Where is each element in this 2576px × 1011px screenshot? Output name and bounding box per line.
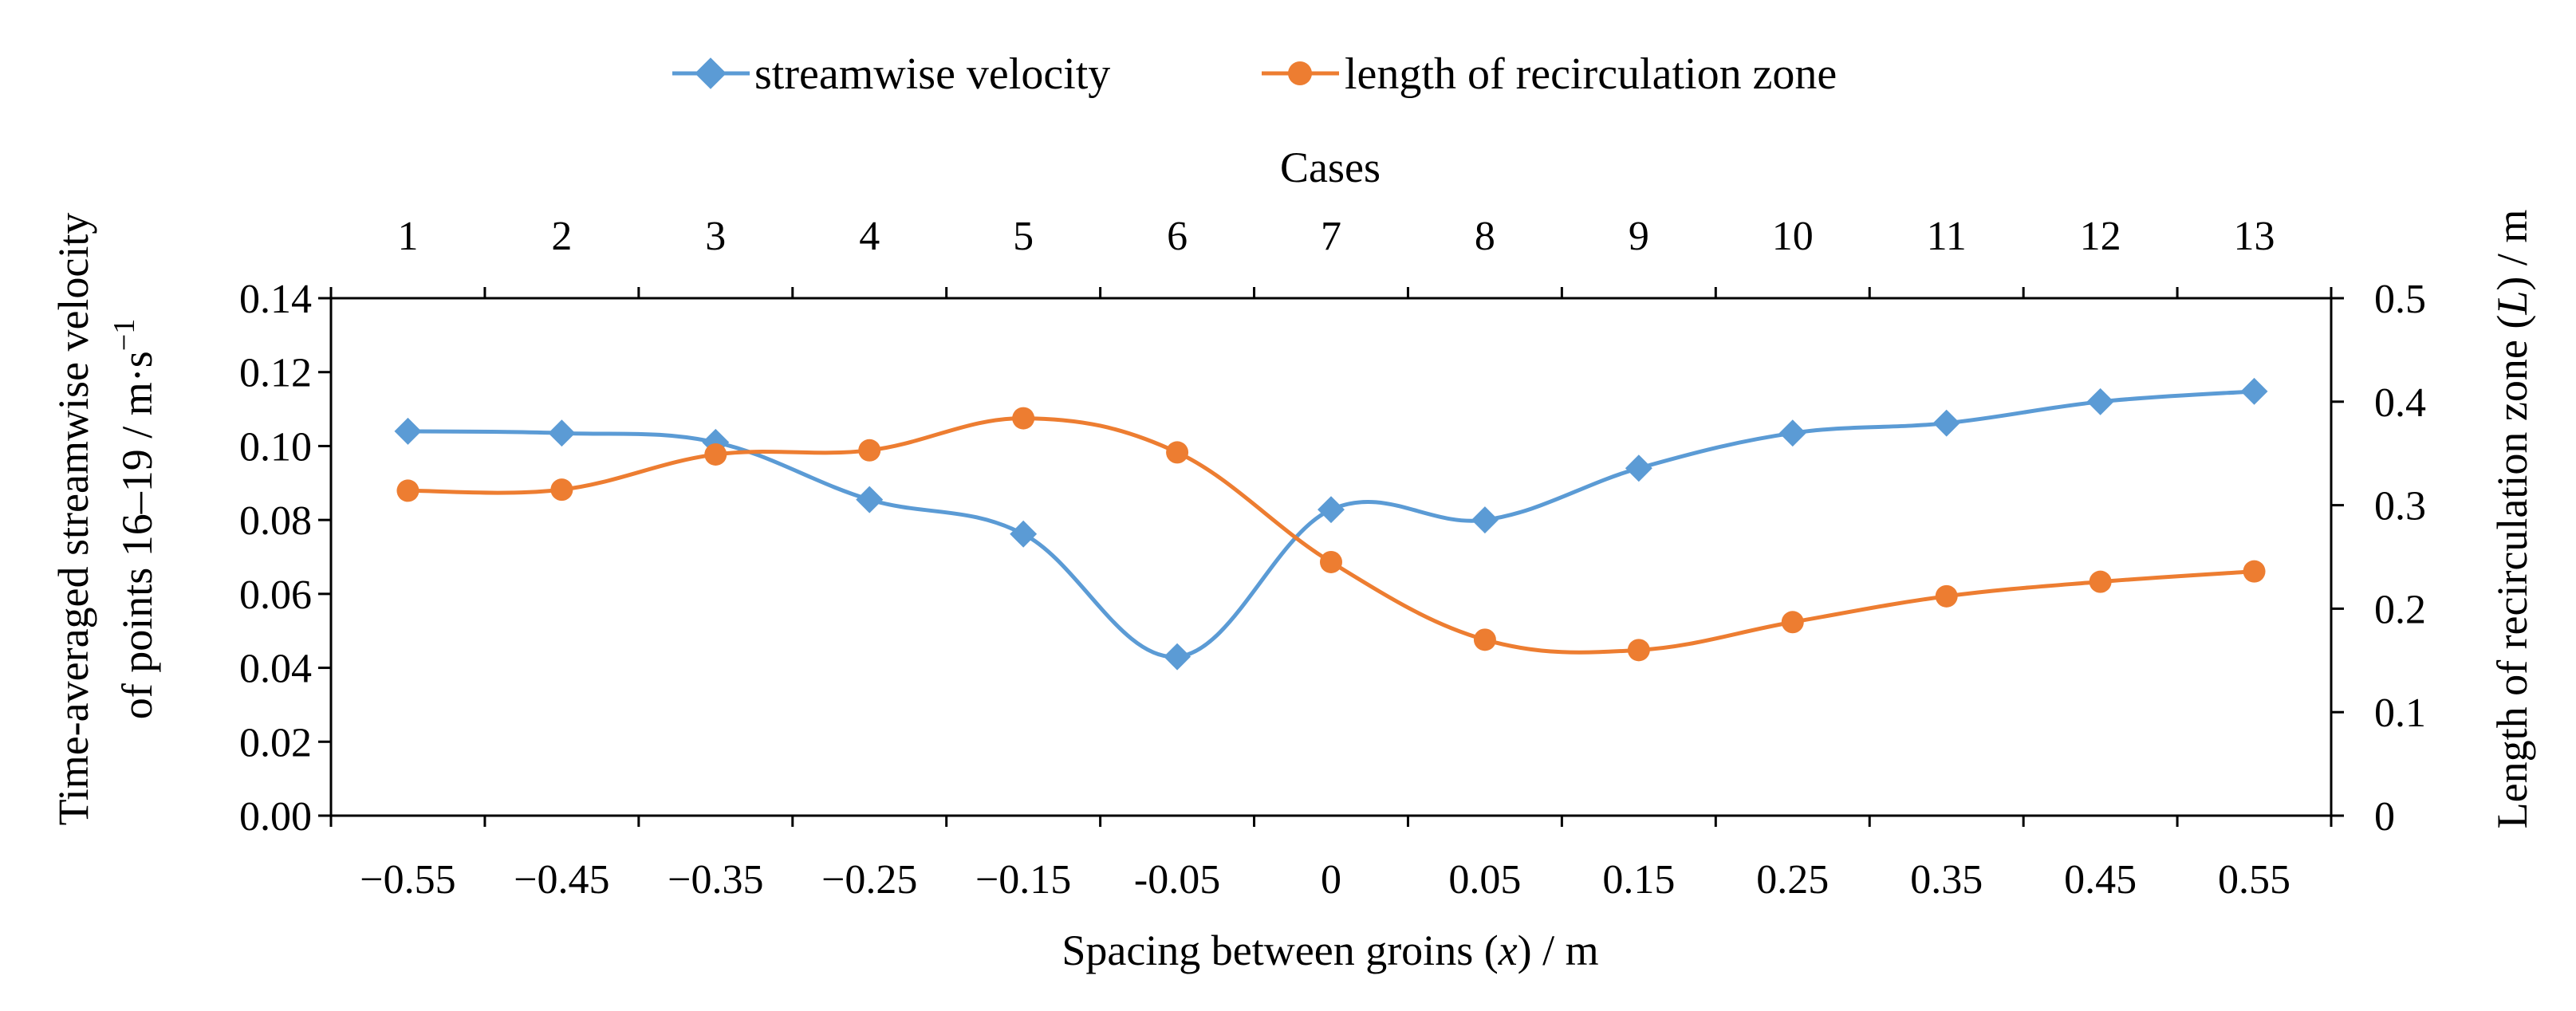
y-left-tick-label: 0.14 (239, 277, 312, 322)
x-top-tick-label: 5 (1013, 214, 1034, 259)
legend-marker-circle-icon (1288, 61, 1312, 85)
y-left-tick-label: 0.02 (239, 720, 312, 765)
data-point-streamwise-velocity (856, 486, 884, 513)
right-axis-title-var: L (2488, 291, 2536, 316)
y-right-tick-label: 0.2 (2374, 587, 2426, 632)
data-point-streamwise-velocity (2086, 387, 2114, 415)
legend-item-length-of-recirculation-zone: length of recirculation zone (1262, 49, 1837, 99)
left-axis-title-line2: of points 16–19 / m·s−1 (108, 319, 161, 719)
data-point-streamwise-velocity (1010, 520, 1038, 548)
data-point-length-of-recirculation-zone (1781, 611, 1804, 634)
x-bottom-tick-label: 0.45 (2064, 857, 2137, 903)
left-axis-title-line1: Time-averaged streamwise velocity (49, 213, 97, 826)
x-top-tick-label: 4 (859, 214, 880, 259)
x-bottom-tick-label: −0.45 (514, 857, 609, 903)
legend-item-streamwise-velocity: streamwise velocity (672, 49, 1110, 99)
series-length-of-recirculation-zone (396, 407, 2266, 662)
left-axis-title-line2-text: of points 16–19 / m·s (113, 351, 161, 719)
legend-marker-diamond-icon (695, 57, 727, 89)
data-point-streamwise-velocity (1471, 506, 1499, 534)
data-point-streamwise-velocity (1625, 454, 1652, 482)
legend-label-streamwise-velocity: streamwise velocity (754, 49, 1110, 99)
data-point-streamwise-velocity (394, 417, 422, 445)
x-bottom-tick-label: −0.55 (360, 857, 455, 903)
series-line-length-of-recirculation-zone (408, 416, 2255, 655)
y-left-tick-label: 0.12 (239, 351, 312, 396)
data-point-length-of-recirculation-zone (2243, 560, 2266, 583)
y-right-tick-label: 0 (2374, 794, 2395, 840)
data-point-length-of-recirculation-zone (704, 443, 727, 466)
y-left-tick-label: 0.04 (239, 647, 312, 692)
x-top-tick-label: 10 (1772, 214, 1814, 259)
x-bottom-tick-label: 0.15 (1602, 857, 1675, 903)
y-left-tick-label: 0.08 (239, 498, 312, 544)
x-top-tick-label: 2 (551, 214, 572, 259)
data-point-streamwise-velocity (1318, 496, 1345, 524)
x-bottom-tick-label: −0.15 (975, 857, 1071, 903)
data-point-length-of-recirculation-zone (1166, 441, 1189, 464)
data-point-length-of-recirculation-zone (550, 478, 573, 502)
data-point-streamwise-velocity (1164, 643, 1191, 671)
right-axis-title-text: Length of recirculation zone (L) / m (2488, 210, 2536, 829)
y-left-tick-label: 0.00 (239, 794, 312, 840)
y-left-tick-label: 0.10 (239, 424, 312, 470)
x-bottom-tick-label: 0.55 (2218, 857, 2290, 903)
x-top-tick-label: 9 (1629, 214, 1649, 259)
left-axis-title: Time-averaged streamwise velocity of poi… (49, 213, 161, 826)
data-point-length-of-recirculation-zone (858, 439, 881, 462)
x-axis-title-post: ) / m (1518, 926, 1599, 974)
data-point-length-of-recirculation-zone (1320, 550, 1342, 573)
x-bottom-tick-label: 0.25 (1756, 857, 1829, 903)
x-bottom-tick-label: −0.25 (821, 857, 917, 903)
x-top-tick-label: 12 (2080, 214, 2121, 259)
x-top-tick-label: 7 (1321, 214, 1341, 259)
x-axis-title-pre: Spacing between groins ( (1062, 926, 1498, 974)
data-point-length-of-recirculation-zone (1627, 639, 1650, 662)
right-axis-title-post: ) / m (2488, 210, 2536, 291)
x-bottom-tick-label: 0 (1321, 857, 1341, 903)
x-bottom-tick-label: 0.05 (1448, 857, 1521, 903)
legend-label-length-of-recirculation-zone: length of recirculation zone (1345, 49, 1837, 99)
x-top-tick-label: 11 (1927, 214, 1967, 259)
x-axis-title-var: x (1498, 926, 1518, 974)
series-layer (394, 377, 2268, 671)
y-right-tick-label: 0.4 (2374, 380, 2426, 426)
data-point-length-of-recirculation-zone (1935, 584, 1958, 608)
data-point-length-of-recirculation-zone (2089, 570, 2112, 593)
left-axis-title-unit-superscript: −1 (108, 319, 141, 351)
data-point-length-of-recirculation-zone (396, 479, 419, 502)
right-axis-title-pre: Length of recirculation zone ( (2488, 315, 2536, 829)
data-point-streamwise-velocity (1778, 419, 1806, 447)
x-bottom-tick-label: -0.05 (1134, 857, 1220, 903)
y-right-tick-label: 0.5 (2374, 277, 2426, 322)
data-point-length-of-recirculation-zone (1473, 628, 1496, 651)
data-point-streamwise-velocity (548, 419, 576, 447)
y-left-tick-label: 0.06 (239, 572, 312, 618)
x-top-tick-label: 13 (2234, 214, 2275, 259)
plot-area (329, 297, 2333, 817)
x-top-tick-label: 1 (397, 214, 418, 259)
series-streamwise-velocity (394, 377, 2268, 671)
x-bottom-tick-label: −0.35 (668, 857, 763, 903)
axes-ticks: 0.00 0.02 0.04 0.06 0.08 0.10 0.12 0.14 0 0.1 0.2 0… (239, 214, 2426, 903)
right-axis-title: Length of recirculation zone (L) / m (2488, 210, 2536, 829)
legend: streamwise velocity length of recirculat… (672, 49, 1837, 99)
y-right-tick-label: 0.1 (2374, 690, 2426, 736)
data-point-streamwise-velocity (1932, 409, 1960, 437)
series-line-streamwise-velocity (408, 389, 2255, 659)
x-top-tick-label: 3 (705, 214, 726, 259)
data-point-streamwise-velocity (2240, 377, 2268, 405)
x-axis-title: Spacing between groins (x) / m (1062, 926, 1598, 974)
y-right-tick-label: 0.3 (2374, 484, 2426, 529)
data-point-length-of-recirculation-zone (1012, 407, 1035, 430)
top-axis-title: Cases (1280, 144, 1381, 191)
x-bottom-tick-label: 0.35 (1910, 857, 1983, 903)
x-top-tick-label: 6 (1167, 214, 1188, 259)
x-top-tick-label: 8 (1475, 214, 1495, 259)
